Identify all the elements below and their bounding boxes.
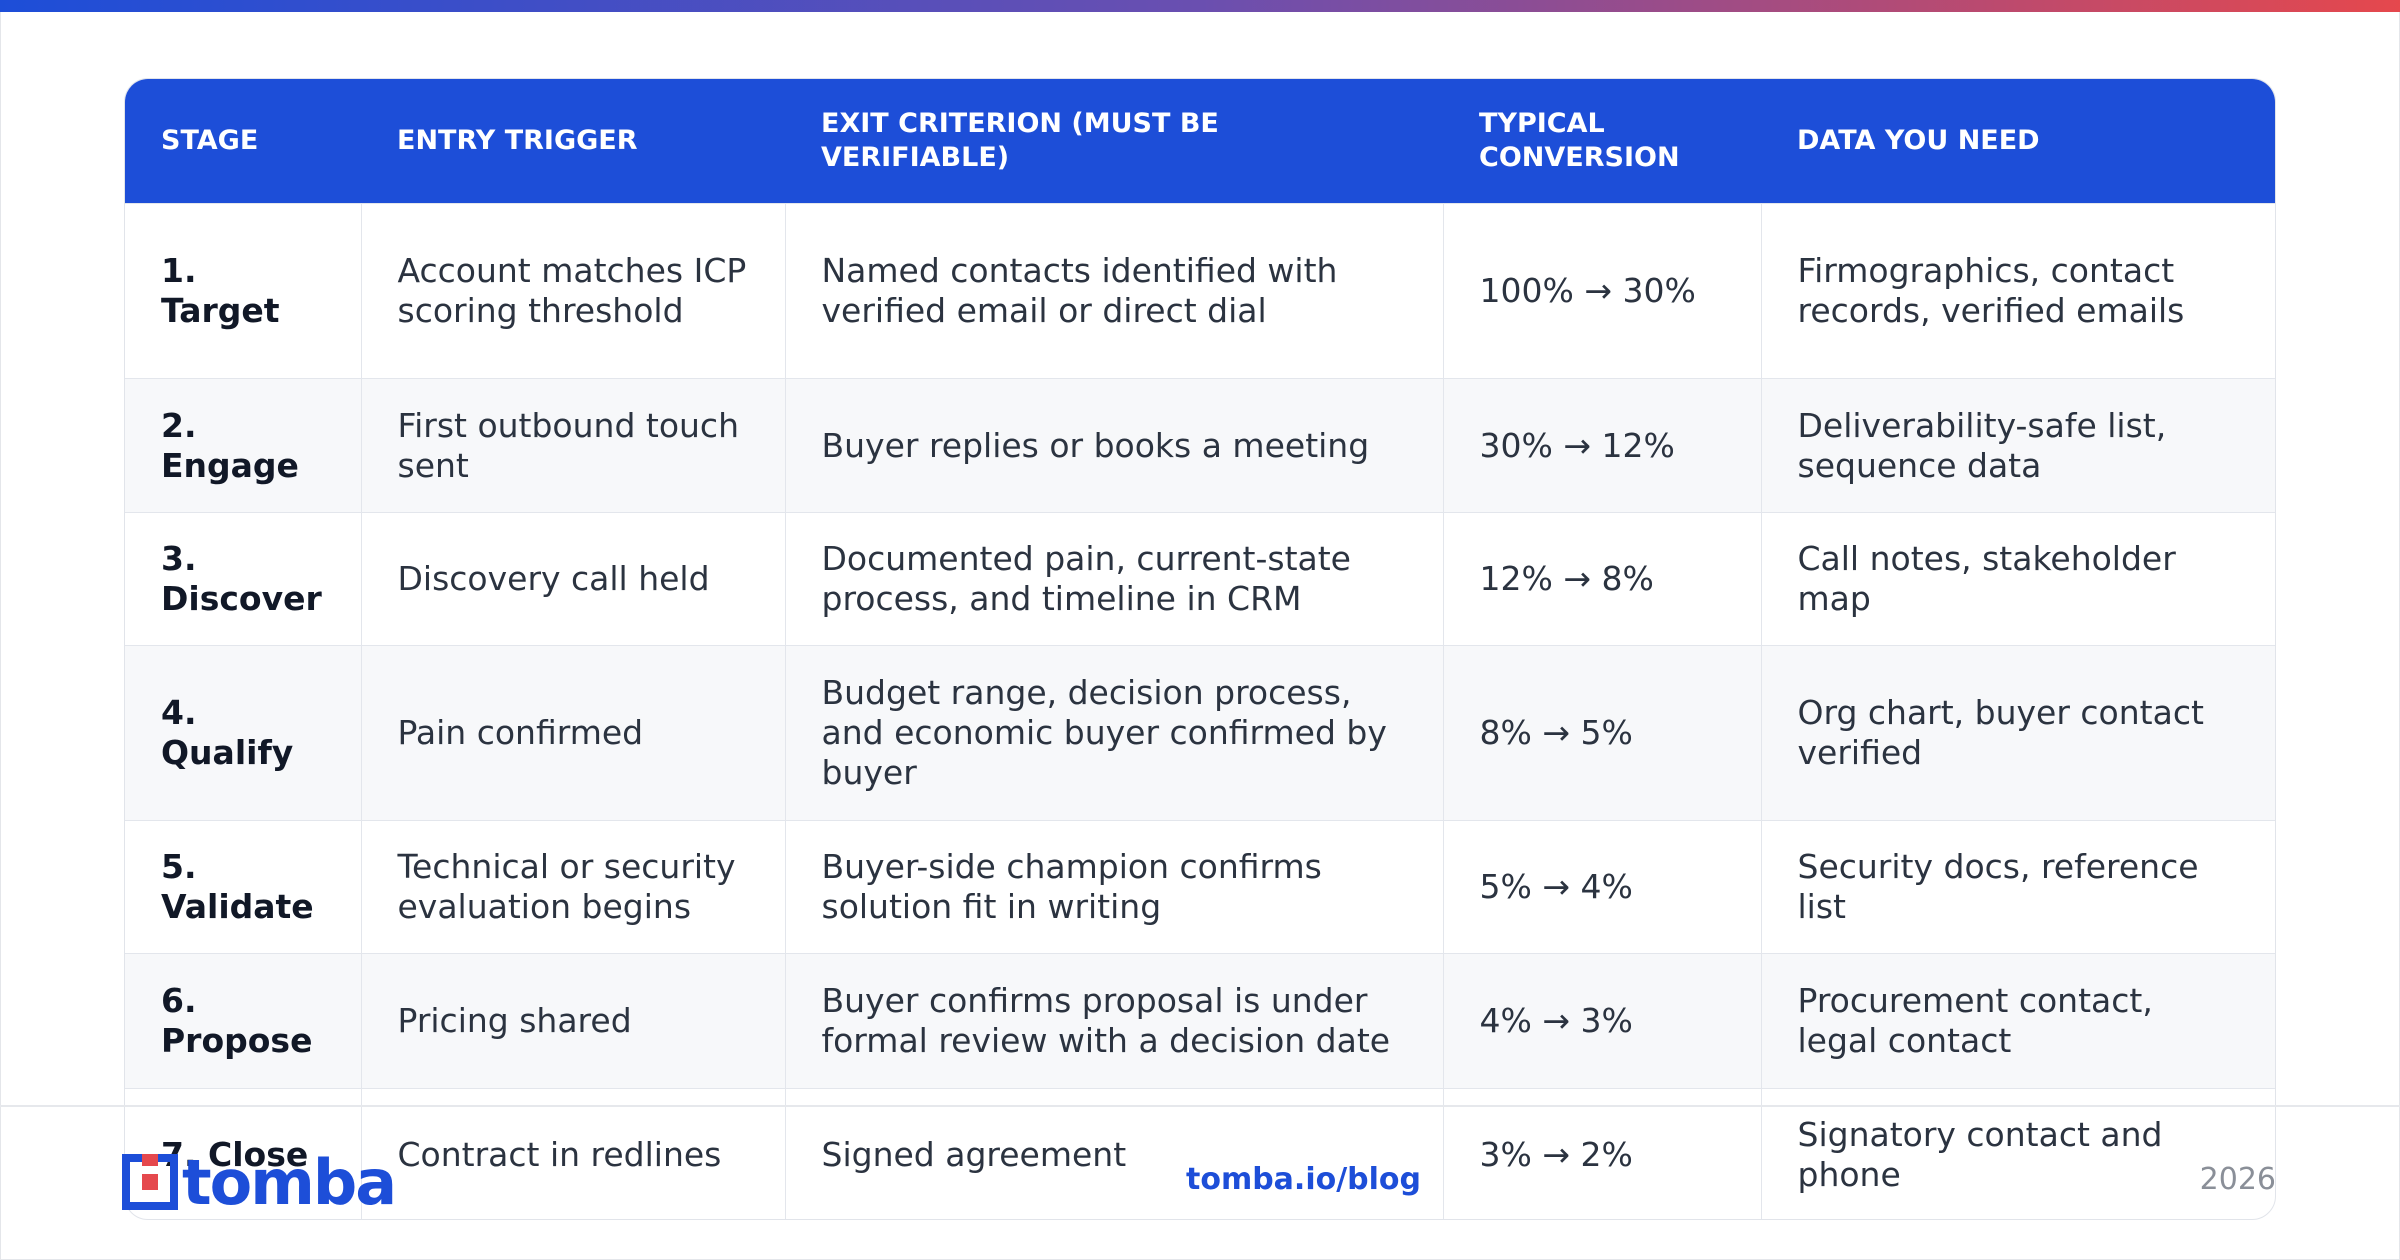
cell: Procurement contact, legal contact (1761, 953, 2275, 1089)
cell: Buyer-side champion confirms solution fi… (785, 820, 1444, 954)
blog-link[interactable]: tomba.io/blog (1186, 1162, 1422, 1197)
cell: Named contacts identified with verified … (785, 203, 1444, 379)
cell: First outbound touch sent (361, 378, 786, 513)
cell: Firmographics, contact records, verified… (1761, 203, 2275, 379)
cell: Pain confirmed (361, 645, 786, 821)
cell: 4% → 3% (1443, 953, 1762, 1089)
cell: Signatory contact and phone (1761, 1088, 2275, 1219)
header-cell: TYPICAL CONVERSION (1443, 79, 1761, 204)
stage-cell: 6. Propose (125, 953, 362, 1089)
cell: Technical or security evaluation begins (361, 820, 786, 954)
cell: 3% → 2% (1443, 1088, 1762, 1219)
stage-cell: 1. Target (125, 203, 362, 379)
cell: Account matches ICP scoring threshold (361, 203, 786, 379)
footer-divider (0, 1105, 2400, 1107)
cell: Documented pain, current-state process, … (785, 512, 1444, 646)
cell: 5% → 4% (1443, 820, 1762, 954)
cell: Pricing shared (361, 953, 786, 1089)
table-card: STAGE ENTRY TRIGGER EXIT CRITERION (MUST B… (124, 78, 2276, 1220)
cell: Buyer confirms proposal is under formal … (785, 953, 1444, 1089)
header-cell: STAGE (125, 79, 361, 204)
header-cell: EXIT CRITERION (MUST BE VERIFIABLE) (785, 79, 1443, 204)
cell: 12% → 8% (1443, 512, 1762, 646)
cell: 100% → 30% (1443, 203, 1762, 379)
header-cell: DATA YOU NEED (1761, 79, 2275, 204)
header-cell: ENTRY TRIGGER (361, 79, 785, 204)
stage-cell: 7. Close (125, 1088, 362, 1219)
cell: Signed agreement (785, 1088, 1444, 1219)
logo-icon (122, 1154, 178, 1210)
cell: Buyer replies or books a meeting (785, 378, 1444, 513)
cell: Security docs, reference list (1761, 820, 2275, 954)
table-row: 5. Validate Technical or security evaluat… (125, 820, 2275, 954)
cell: Contract in redlines (361, 1088, 786, 1219)
top-bar (0, 0, 2400, 12)
stage-cell: 5. Validate (125, 820, 362, 954)
cell: Call notes, stakeholder map (1761, 512, 2275, 646)
stage-cell: 3. Discover (125, 512, 362, 646)
cell: Deliverability-safe list, sequence data (1761, 378, 2275, 513)
cell: 8% → 5% (1443, 645, 1762, 821)
header-row: STAGE ENTRY TRIGGER EXIT CRITERION (MUST B… (125, 79, 2275, 204)
table-row: 2. Engage First outbound touch sent Buyer … (125, 378, 2275, 513)
logo-text: tomba (182, 1145, 397, 1219)
funnel-table: STAGE ENTRY TRIGGER EXIT CRITERION (MUST B… (125, 79, 2275, 1219)
year: 2026 (2199, 1162, 2276, 1197)
cell: Org chart, buyer contact verified (1761, 645, 2275, 821)
table-row: 1. Target Account matches ICP scoring thr… (125, 203, 2275, 379)
logo[interactable]: tomba (122, 1146, 397, 1219)
table-row: 6. Propose Pricing shared Buyer confirms p… (125, 953, 2275, 1089)
table-row: 4. Qualify Pain confirmed Budget range, de… (125, 645, 2275, 821)
table-row: 3. Discover Discovery call held Documented… (125, 512, 2275, 646)
stage-cell: 2. Engage (125, 378, 362, 513)
cell: 30% → 12% (1443, 378, 1762, 513)
cell: Budget range, decision process, and econ… (785, 645, 1444, 821)
table-row: 7. Close Contract in redlines Signed agree… (125, 1088, 2275, 1219)
stage-cell: 4. Qualify (125, 645, 362, 821)
cell: Discovery call held (361, 512, 786, 646)
